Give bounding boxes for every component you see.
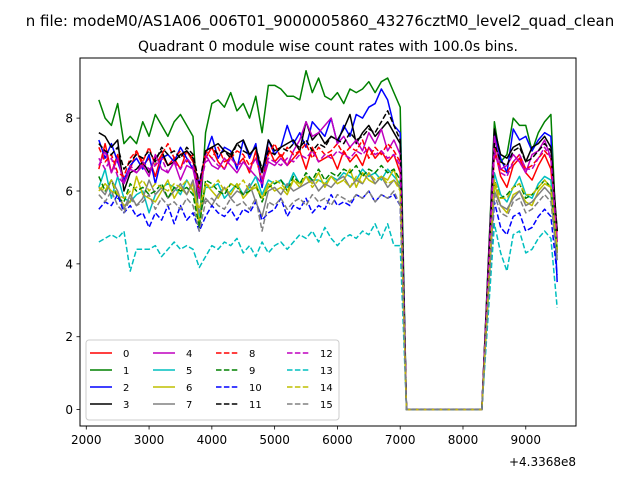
x-tick-label: 8000 [448,433,479,447]
legend-item-5: 5 [153,366,192,377]
legend-label: 4 [186,349,192,360]
legend-item-15: 15 [287,400,333,411]
legend-label: 14 [320,383,333,394]
x-tick-label: 5000 [259,433,290,447]
x-tick-label: 7000 [385,433,416,447]
legend-label: 0 [123,349,129,360]
legend-item-1: 1 [90,366,129,377]
legend-label: 6 [186,383,192,394]
legend-label: 15 [320,400,333,411]
legend-item-4: 4 [153,349,192,360]
x-tick-label: 3000 [134,433,165,447]
legend-label: 2 [123,383,129,394]
legend-label: 1 [123,366,129,377]
series-line-15 [98,190,558,411]
legend-item-7: 7 [153,400,192,411]
legend-label: 5 [186,366,192,377]
legend-label: 10 [249,383,262,394]
legend-box [85,339,340,421]
x-axis: 2000 3000 4000 5000 6000 7000 8000 9000 [71,426,541,447]
legend-label: 13 [320,366,333,377]
legend-item-10: 10 [216,383,262,394]
x-tick-label: 6000 [322,433,353,447]
series-layer [98,70,558,411]
legend-item-12: 12 [287,349,333,360]
legend-item-14: 14 [287,383,333,394]
legend-label: 3 [123,400,129,411]
legend-item-3: 3 [90,400,129,411]
plot-frame [79,57,577,427]
legend-item-13: 13 [287,366,333,377]
x-tick-label: 2000 [71,433,102,447]
y-tick-label: 4 [65,257,73,271]
legend-label: 11 [249,400,262,411]
legend-item-8: 8 [216,349,255,360]
legend-item-11: 11 [216,400,262,411]
legend-label: 12 [320,349,333,360]
legend-item-6: 6 [153,383,192,394]
series-line-14 [98,172,558,411]
legend-item-0: 0 [90,349,129,360]
figure-suptitle: n file: modeM0/AS1A06_006T01_9000005860_… [26,12,615,31]
series-line-9 [98,164,558,411]
legend-label: 7 [186,400,192,411]
y-tick-label: 2 [65,330,73,344]
x-tick-label: 9000 [510,433,541,447]
x-offset-label: +4.3368e8 [509,455,576,469]
x-tick-label: 4000 [197,433,228,447]
y-axis: 0 2 4 6 8 [65,112,80,417]
legend-label: 9 [249,366,255,377]
y-tick-label: 0 [65,403,73,417]
chart-title: Quadrant 0 module wise count rates with … [138,39,518,55]
y-tick-label: 8 [65,112,73,126]
legend-item-2: 2 [90,383,129,394]
legend-label: 8 [249,349,255,360]
legend-item-9: 9 [216,366,255,377]
y-tick-label: 6 [65,184,73,198]
